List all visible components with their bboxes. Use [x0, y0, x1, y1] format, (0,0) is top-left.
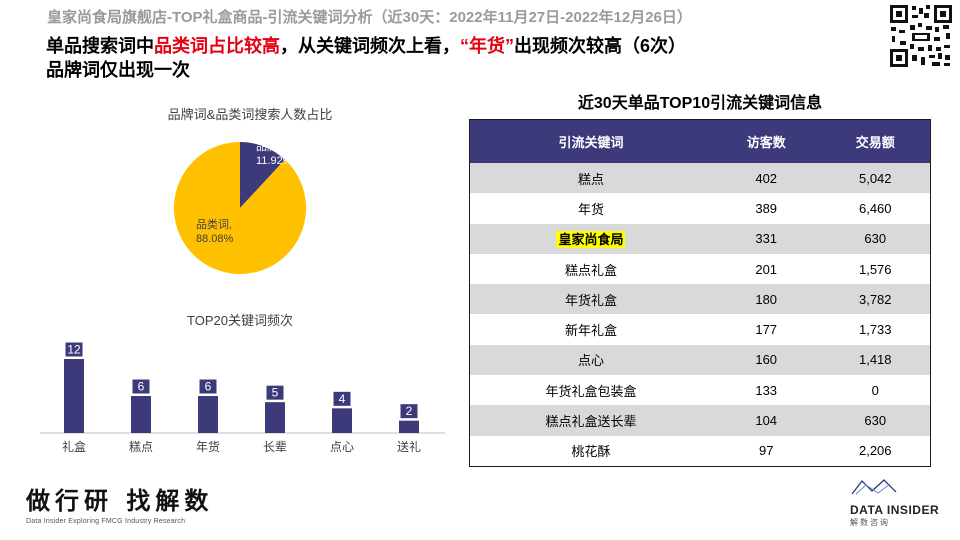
data-label-box-5 — [399, 403, 419, 420]
table-row: 点心 160 1,418 — [469, 344, 931, 376]
bar-0 — [64, 359, 84, 433]
revenue-cell: 630 — [820, 405, 931, 436]
keyword-cell: 年货 — [469, 193, 712, 224]
revenue-cell: 2,206 — [820, 435, 931, 467]
data-insider-logo-icon — [851, 479, 897, 495]
table-header-row: 引流关键词 访客数 交易额 — [469, 119, 931, 163]
table-row: 皇家尚食局 331 630 — [469, 223, 931, 254]
visitors-cell: 133 — [711, 375, 821, 406]
visitors-cell: 201 — [711, 253, 821, 285]
pie-slice-brand — [240, 142, 285, 208]
keyword-cell: 新年礼盒 — [469, 314, 712, 345]
category-label-5: 送礼 — [397, 439, 421, 454]
keyword-cell: 糕点礼盒送长辈 — [469, 405, 712, 436]
pie-slice-category — [174, 142, 306, 274]
column-header-visitors: 访客数 — [711, 119, 821, 163]
bar-1 — [131, 396, 151, 433]
category-label-1: 糕点 — [129, 440, 153, 454]
table-row: 年货 389 6,460 — [469, 193, 931, 224]
visitors-cell: 389 — [711, 193, 821, 224]
category-label-4: 点心 — [330, 440, 354, 454]
table-title: 近30天单品TOP10引流关键词信息 — [577, 95, 823, 112]
visitors-cell: 160 — [711, 344, 821, 376]
headline: 单品搜索词中品类词占比较高，从关键词频次上看，“年货”出现频次较高（6次） 品牌… — [46, 34, 866, 82]
data-label-box-1 — [131, 378, 151, 395]
table-row: 年货礼盒包装盒 133 0 — [469, 375, 931, 406]
bar-3 — [265, 402, 285, 433]
bar-chart-title: TOP20关键词频次 — [187, 313, 293, 328]
visitors-cell: 402 — [711, 163, 821, 194]
revenue-cell: 1,733 — [820, 314, 931, 345]
category-label-2: 年货 — [196, 439, 220, 454]
keyword-cell: 糕点礼盒 — [469, 253, 712, 285]
pie-label-name-1: 品类词, — [196, 217, 232, 231]
bar-chart: 12 礼盒 6 糕点 6 年货 5 长辈 4 点心 2 送礼 — [40, 341, 445, 454]
visitors-cell: 97 — [711, 435, 821, 467]
keyword-cell: 皇家尚食局 — [469, 223, 712, 254]
column-header-keyword: 引流关键词 — [469, 119, 712, 163]
keyword-table: 引流关键词 访客数 交易额 糕点 402 5,042 年货 389 6,460 皇家尚食局 3… — [469, 119, 931, 467]
data-label-4: 4 — [339, 392, 346, 406]
keyword-cell: 年货礼盒 — [469, 284, 712, 315]
column-header-revenue: 交易额 — [820, 119, 931, 163]
brand-logo-right: DATA INSIDER 解数咨询 — [850, 478, 950, 528]
data-label-box-4 — [332, 390, 352, 407]
report-title: 皇家尚食局旗舰店-TOP礼盒商品-引流关键词分析（近30天：2022年11月27… — [47, 9, 692, 26]
headline-line-2: 品牌词仅出现一次 — [46, 60, 190, 80]
pie-chart: 品牌词, 11.92% 品类词, 88.08% — [174, 139, 306, 274]
revenue-cell: 5,042 — [820, 163, 931, 194]
logo-name: DATA INSIDER — [850, 503, 940, 517]
revenue-cell: 6,460 — [820, 193, 931, 224]
headline-line-1: 单品搜索词中品类词占比较高，从关键词频次上看，“年货”出现频次较高（6次） — [46, 36, 687, 56]
visitors-cell: 104 — [711, 405, 821, 436]
qr-code-icon — [888, 3, 954, 69]
category-label-0: 礼盒 — [62, 439, 86, 454]
table-row: 年货礼盒 180 3,782 — [469, 284, 931, 315]
revenue-cell: 0 — [820, 375, 931, 406]
data-label-box-3 — [265, 384, 285, 401]
logo-slogan: 做行研 找解数 — [26, 486, 214, 515]
keyword-cell: 糕点 — [469, 163, 712, 194]
data-label-box-2 — [198, 378, 218, 395]
data-label-3: 5 — [272, 386, 279, 400]
logo-subtitle: Data Insider Exploring FMCG Industry Res… — [26, 518, 186, 525]
pie-chart-title: 品牌词&品类词搜索人数占比 — [167, 107, 333, 122]
visitors-cell: 331 — [711, 223, 821, 254]
table-row: 新年礼盒 177 1,733 — [469, 314, 931, 345]
pie-label-value-1: 88.08% — [196, 233, 234, 245]
revenue-cell: 630 — [820, 223, 931, 254]
logo-chinese-name: 解数咨询 — [850, 518, 890, 527]
visitors-cell: 180 — [711, 284, 821, 315]
pie-label-value-0: 11.92% — [256, 155, 293, 167]
keyword-cell: 点心 — [469, 344, 712, 376]
bar-2 — [198, 396, 218, 433]
data-label-0: 12 — [67, 343, 81, 357]
bar-5 — [399, 420, 419, 433]
visitors-cell: 177 — [711, 314, 821, 345]
revenue-cell: 3,782 — [820, 284, 931, 315]
data-label-5: 2 — [406, 404, 413, 418]
table-row: 糕点礼盒送长辈 104 630 — [469, 405, 931, 436]
data-label-2: 6 — [205, 380, 212, 394]
table-row: 糕点礼盒 201 1,576 — [469, 253, 931, 285]
brand-logo-left: 做行研 找解数 Data Insider Exploring FMCG Indu… — [26, 481, 213, 525]
keyword-cell: 桃花酥 — [469, 435, 712, 467]
table-row: 桃花酥 97 2,206 — [469, 435, 931, 467]
data-label-box-0 — [64, 341, 84, 358]
revenue-cell: 1,418 — [820, 344, 931, 376]
keyword-cell: 年货礼盒包装盒 — [469, 375, 712, 406]
category-label-3: 长辈 — [263, 440, 287, 454]
data-label-1: 6 — [138, 380, 145, 394]
table-row: 糕点 402 5,042 — [469, 163, 931, 194]
bar-4 — [332, 408, 352, 433]
pie-label-name-0: 品牌词, — [256, 139, 292, 153]
revenue-cell: 1,576 — [820, 253, 931, 285]
